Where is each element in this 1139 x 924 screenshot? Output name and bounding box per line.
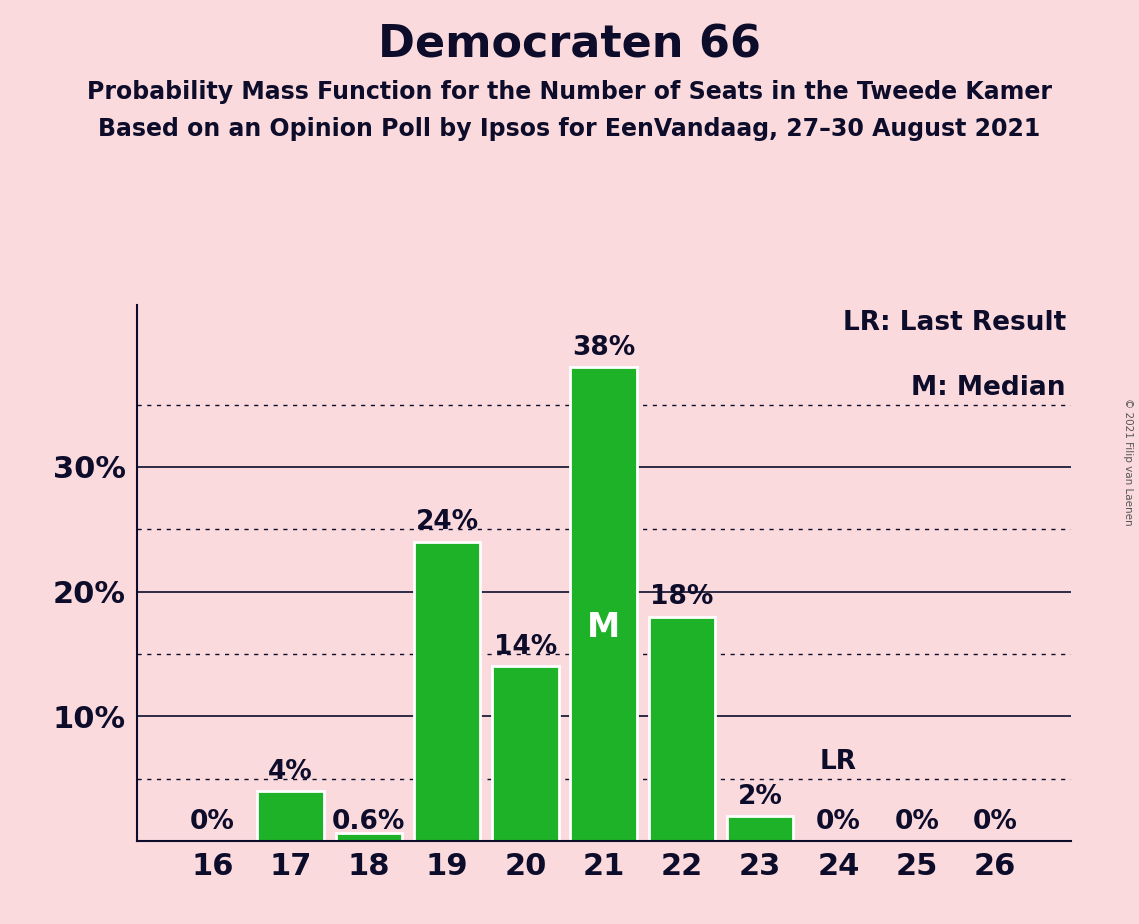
Text: 0%: 0% bbox=[190, 808, 235, 834]
Text: 0%: 0% bbox=[973, 808, 1017, 834]
Text: © 2021 Filip van Laenen: © 2021 Filip van Laenen bbox=[1123, 398, 1133, 526]
Bar bbox=[413, 541, 481, 841]
Text: Probability Mass Function for the Number of Seats in the Tweede Kamer: Probability Mass Function for the Number… bbox=[87, 80, 1052, 104]
Text: M: M bbox=[587, 611, 621, 644]
Bar bbox=[336, 833, 402, 841]
Bar bbox=[492, 666, 558, 841]
Text: 0%: 0% bbox=[894, 808, 940, 834]
Bar bbox=[571, 367, 637, 841]
Text: M: Median: M: Median bbox=[911, 374, 1066, 401]
Text: 24%: 24% bbox=[416, 509, 478, 536]
Text: 0%: 0% bbox=[816, 808, 861, 834]
Bar bbox=[257, 791, 323, 841]
Text: 0.6%: 0.6% bbox=[333, 808, 405, 834]
Bar bbox=[649, 616, 715, 841]
Text: 4%: 4% bbox=[269, 759, 313, 784]
Text: 18%: 18% bbox=[650, 584, 714, 610]
Text: 38%: 38% bbox=[572, 335, 636, 361]
Text: Based on an Opinion Poll by Ipsos for EenVandaag, 27–30 August 2021: Based on an Opinion Poll by Ipsos for Ee… bbox=[98, 117, 1041, 141]
Text: LR: LR bbox=[820, 748, 857, 775]
Text: 2%: 2% bbox=[738, 784, 782, 809]
Text: LR: Last Result: LR: Last Result bbox=[843, 310, 1066, 336]
Bar bbox=[727, 816, 794, 841]
Text: 14%: 14% bbox=[494, 634, 557, 660]
Text: Democraten 66: Democraten 66 bbox=[378, 23, 761, 67]
